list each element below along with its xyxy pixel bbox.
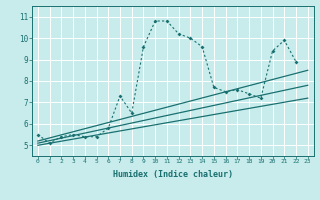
X-axis label: Humidex (Indice chaleur): Humidex (Indice chaleur)	[113, 170, 233, 179]
